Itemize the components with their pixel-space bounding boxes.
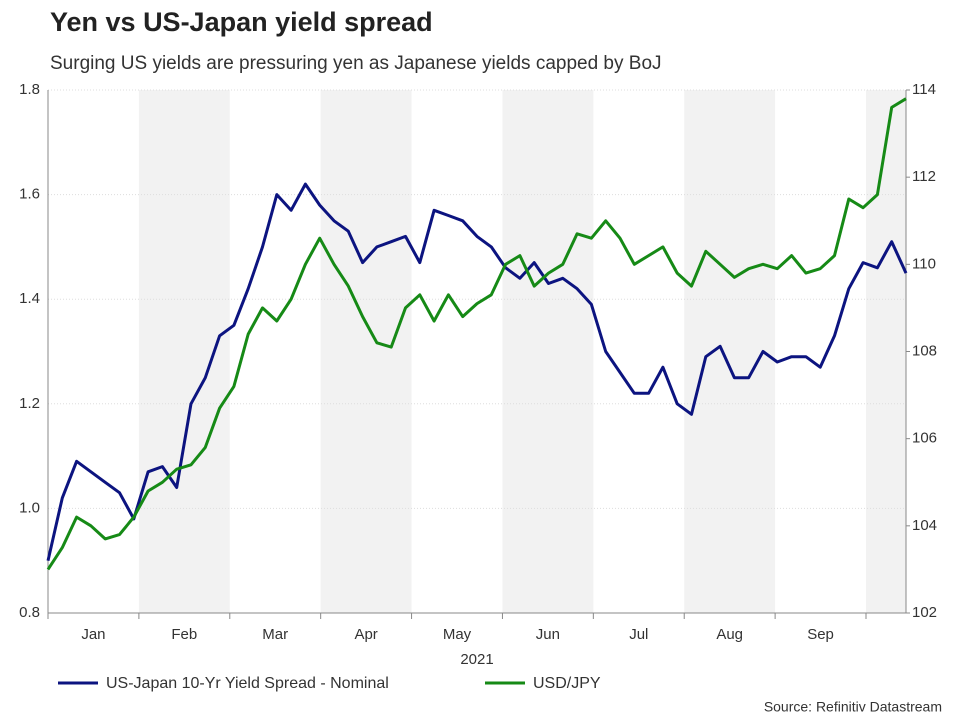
x-tick-label: Aug [716,626,743,643]
series-line [46,97,907,571]
x-axis-label: 2021 [460,651,493,668]
x-tick-label: May [443,626,472,643]
y-tick-label: 1.4 [19,290,40,307]
chart-subtitle: Surging US yields are pressuring yen as … [50,53,662,74]
y-tick-label: 1.0 [19,499,40,516]
x-tick-label: Jul [629,626,648,643]
x-tick-label: Jun [536,626,560,643]
legend-label: USD/JPY [533,675,601,692]
chart-title: Yen vs US-Japan yield spread [50,7,433,37]
month-band [138,90,230,613]
x-tick-label: Mar [262,626,288,643]
y2-tick-label: 102 [912,604,937,621]
series-line [46,182,908,562]
legend-label: US-Japan 10-Yr Yield Spread - Nominal [106,675,389,692]
y2-tick-label: 112 [912,168,936,185]
y2-tick-label: 114 [912,81,936,98]
y-tick-label: 1.6 [19,186,40,203]
y2-tick-label: 104 [912,517,937,534]
x-tick-label: Sep [807,626,834,643]
month-band [684,90,776,613]
y-tick-label: 1.8 [19,81,40,98]
month-band [502,90,594,613]
y-tick-label: 1.2 [19,395,40,412]
month-band [866,90,906,613]
y-tick-label: 0.8 [19,604,40,621]
y2-tick-label: 108 [912,342,937,359]
month-band [320,90,412,613]
x-tick-label: Jan [81,626,105,643]
x-tick-label: Feb [171,626,197,643]
y2-tick-label: 106 [912,430,937,447]
source: Source: Refinitiv Datastream [764,699,942,715]
y2-tick-label: 110 [912,255,936,272]
x-tick-label: Apr [354,626,377,643]
